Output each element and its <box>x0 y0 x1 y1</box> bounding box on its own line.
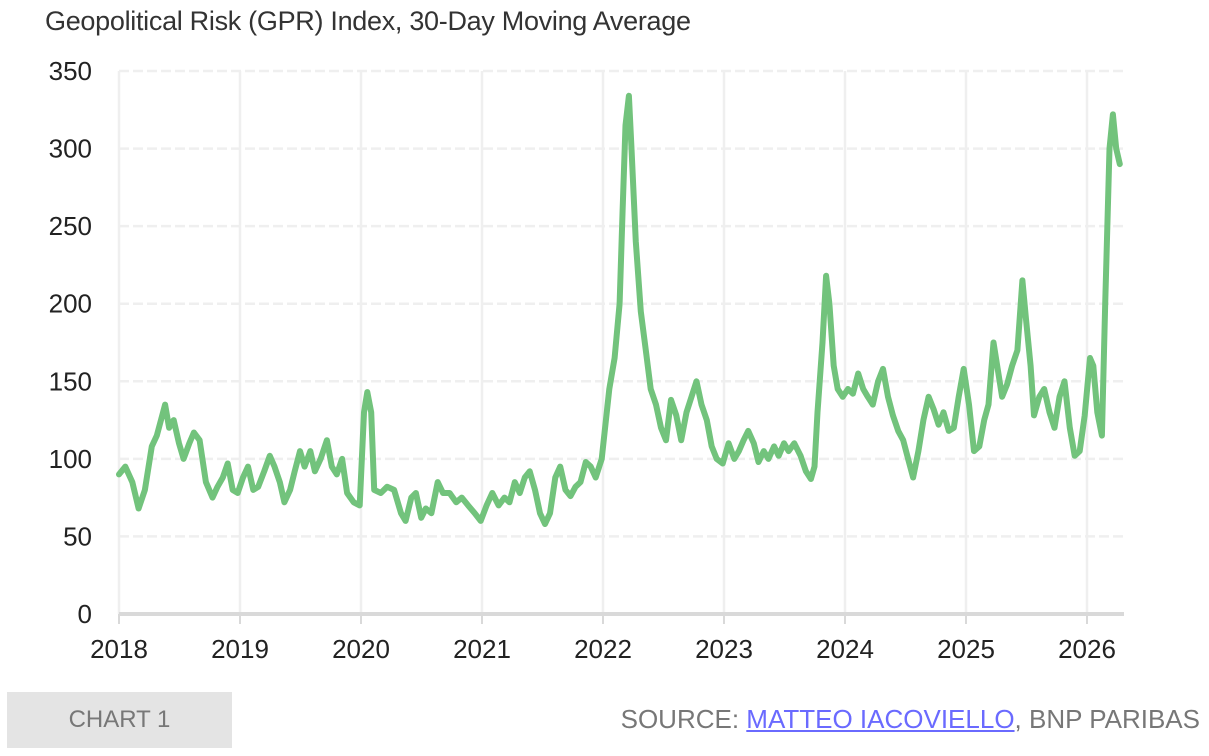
axes: 2018 2019 2020 2021 2022 2023 2024 2025 2026 0 50 1… <box>49 56 1124 664</box>
y-tick-label: 0 <box>78 599 92 629</box>
x-tick-label: 2020 <box>332 634 390 664</box>
source-link[interactable]: MATTEO IACOVIELLO <box>746 704 1015 734</box>
y-tick-label: 200 <box>49 289 92 319</box>
y-tick-label: 250 <box>49 211 92 241</box>
x-tick-label: 2022 <box>574 634 632 664</box>
x-tick-label: 2023 <box>695 634 753 664</box>
series-line <box>116 92 1123 527</box>
y-tick-label: 100 <box>49 444 92 474</box>
x-tick-label: 2024 <box>816 634 874 664</box>
grid <box>117 69 1124 614</box>
series-marks <box>116 92 1123 527</box>
source-suffix: , BNP PARIBAS <box>1014 704 1200 734</box>
y-tick-label: 150 <box>49 366 92 396</box>
x-tick-label: 2021 <box>453 634 511 664</box>
x-tick-label: 2026 <box>1058 634 1116 664</box>
y-tick-label: 350 <box>49 56 92 86</box>
chart-title: Geopolitical Risk (GPR) Index, 30-Day Mo… <box>45 6 691 36</box>
source-prefix: SOURCE: <box>620 704 747 734</box>
y-tick-label: 50 <box>63 521 92 551</box>
line-chart: 2018 2019 2020 2021 2022 2023 2024 2025 2026 0 50 1… <box>49 56 1124 664</box>
x-tick-label: 2019 <box>211 634 269 664</box>
x-tick-label: 2025 <box>937 634 995 664</box>
x-tick-label: 2018 <box>90 634 148 664</box>
y-tick-label: 300 <box>49 134 92 164</box>
source-credit: SOURCE: MATTEO IACOVIELLO, BNP PARIBAS <box>621 704 1200 735</box>
chart-number-label: CHART 1 <box>7 692 232 748</box>
